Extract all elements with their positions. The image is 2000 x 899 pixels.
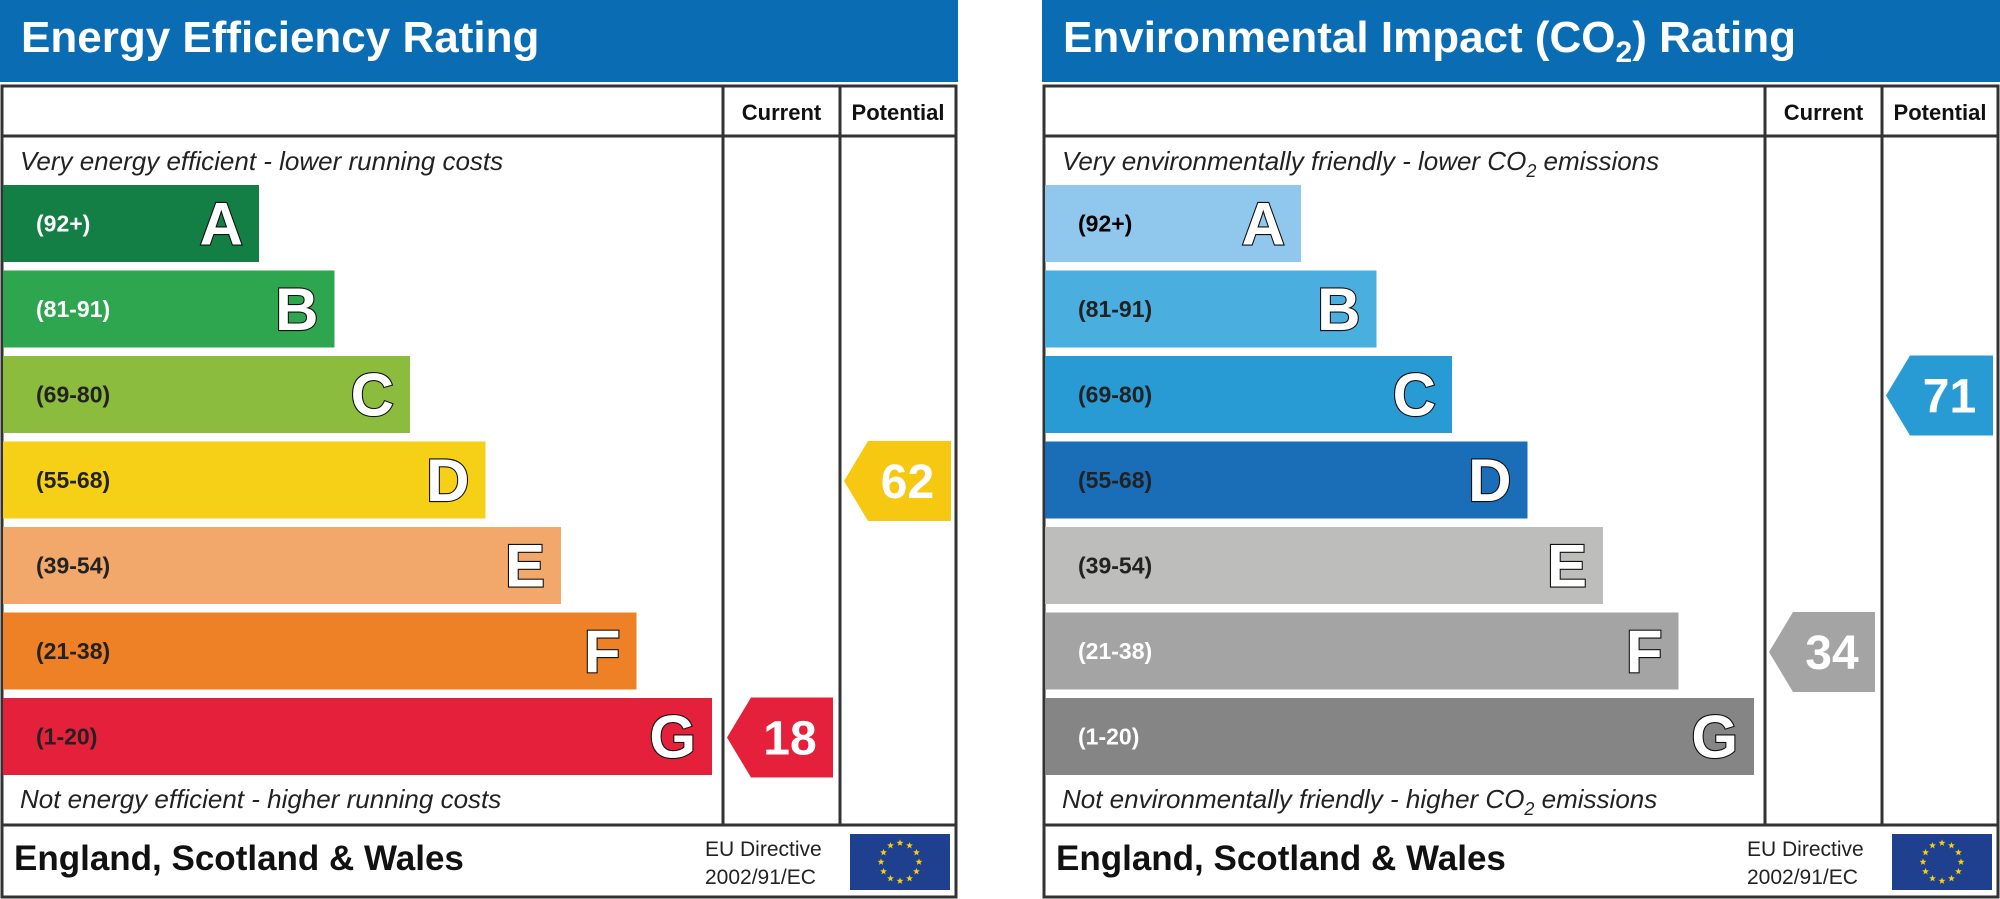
band-a-bar bbox=[3, 185, 259, 262]
header-banner bbox=[1042, 0, 2000, 82]
band-e-letter: E bbox=[1547, 533, 1587, 600]
band-g-bar bbox=[1045, 698, 1754, 775]
band-e-range: (39-54) bbox=[36, 553, 110, 579]
current-column-header: Current bbox=[742, 100, 822, 125]
chart-title: Energy Efficiency Rating bbox=[21, 13, 539, 62]
top-caption: Very energy efficient - lower running co… bbox=[20, 146, 503, 176]
band-e-bar bbox=[3, 527, 561, 604]
potential-rating-arrow bbox=[1886, 355, 1993, 436]
footer-region: England, Scotland & Wales bbox=[1056, 839, 1506, 878]
band-a-range: (92+) bbox=[1078, 211, 1132, 237]
band-a-bar bbox=[1045, 185, 1301, 262]
band-d-range: (55-68) bbox=[1078, 467, 1152, 493]
current-rating-arrow bbox=[727, 697, 833, 778]
potential-rating-value: 62 bbox=[881, 456, 934, 509]
band-d-range: (55-68) bbox=[36, 467, 110, 493]
band-d-letter: D bbox=[426, 447, 469, 514]
band-a-letter: A bbox=[200, 191, 243, 258]
potential-column-header: Potential bbox=[1894, 100, 1987, 125]
band-d-bar bbox=[1045, 441, 1528, 519]
band-c-letter: C bbox=[351, 362, 394, 429]
band-a-range: (92+) bbox=[36, 211, 90, 237]
band-g-bar bbox=[3, 698, 712, 775]
current-rating-value: 34 bbox=[1805, 627, 1859, 680]
band-c-letter: C bbox=[1393, 362, 1436, 429]
potential-rating-value: 71 bbox=[1923, 371, 1976, 424]
band-f-bar bbox=[1045, 612, 1679, 690]
footer-region: England, Scotland & Wales bbox=[14, 839, 464, 878]
band-f-range: (21-38) bbox=[36, 638, 110, 664]
band-c-range: (69-80) bbox=[36, 382, 110, 408]
band-f-range: (21-38) bbox=[1078, 638, 1152, 664]
header-banner bbox=[0, 0, 958, 82]
band-b-letter: B bbox=[275, 276, 318, 343]
band-b-bar bbox=[3, 270, 335, 348]
band-g-letter: G bbox=[1691, 704, 1738, 771]
potential-rating-arrow bbox=[844, 441, 951, 521]
current-column-header: Current bbox=[1784, 100, 1864, 125]
top-caption: Very environmentally friendly - lower CO… bbox=[1062, 146, 1659, 181]
band-e-range: (39-54) bbox=[1078, 553, 1152, 579]
band-c-range: (69-80) bbox=[1078, 382, 1152, 408]
band-f-bar bbox=[3, 612, 637, 690]
band-g-range: (1-20) bbox=[1078, 724, 1139, 750]
band-c-bar bbox=[1045, 356, 1452, 433]
environmental-impact-chart: Environmental Impact (CO2) Rating Current… bbox=[1042, 0, 2000, 899]
bottom-caption: Not energy efficient - higher running co… bbox=[20, 784, 501, 814]
footer-directive-line1: EU Directive bbox=[1747, 838, 1864, 861]
band-g-range: (1-20) bbox=[36, 724, 97, 750]
band-f-letter: F bbox=[1626, 618, 1663, 685]
current-rating-arrow bbox=[1769, 612, 1875, 692]
band-d-letter: D bbox=[1468, 447, 1511, 514]
footer-directive-line1: EU Directive bbox=[705, 838, 822, 861]
band-e-bar bbox=[1045, 527, 1603, 604]
bottom-caption: Not environmentally friendly - higher CO… bbox=[1062, 784, 1657, 819]
eu-flag-icon bbox=[850, 834, 950, 890]
band-c-bar bbox=[3, 356, 410, 433]
band-f-letter: F bbox=[584, 618, 621, 685]
band-a-letter: A bbox=[1242, 191, 1285, 258]
current-rating-value: 18 bbox=[763, 713, 816, 766]
chart-title: Environmental Impact (CO2) Rating bbox=[1063, 13, 1796, 69]
eu-flag-icon bbox=[1892, 834, 1992, 890]
energy-efficiency-chart: Energy Efficiency Rating Current Potential… bbox=[0, 0, 958, 899]
band-d-bar bbox=[3, 441, 486, 519]
band-b-range: (81-91) bbox=[36, 296, 110, 322]
footer-directive-line2: 2002/91/EC bbox=[705, 866, 816, 889]
potential-column-header: Potential bbox=[852, 100, 945, 125]
band-g-letter: G bbox=[649, 704, 696, 771]
band-e-letter: E bbox=[505, 533, 545, 600]
band-b-letter: B bbox=[1317, 276, 1360, 343]
band-b-bar bbox=[1045, 270, 1377, 348]
band-b-range: (81-91) bbox=[1078, 296, 1152, 322]
footer-directive-line2: 2002/91/EC bbox=[1747, 866, 1858, 889]
